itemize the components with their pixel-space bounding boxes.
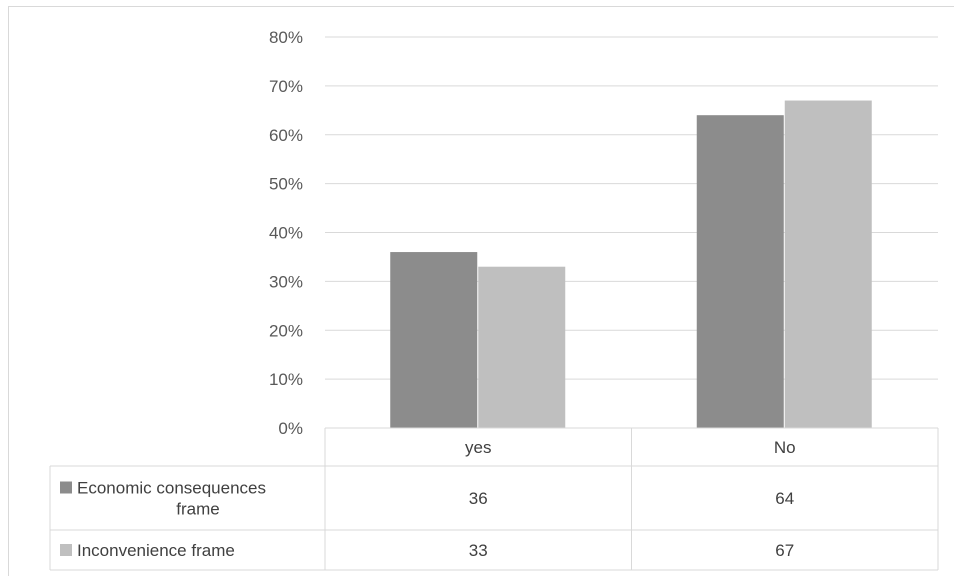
table-row-label: Inconvenience frame (77, 541, 235, 560)
table-cell-value: 67 (775, 541, 794, 560)
y-tick-label: 70% (269, 77, 303, 96)
chart-frame (8, 6, 954, 576)
y-tick-label: 10% (269, 370, 303, 389)
y-tick-label: 30% (269, 272, 303, 291)
bar (390, 252, 478, 428)
x-tick-label: No (774, 438, 796, 457)
legend-swatch (60, 481, 72, 494)
y-tick-label: 40% (269, 224, 303, 243)
y-tick-label: 50% (269, 175, 303, 194)
legend-swatch (60, 544, 72, 556)
bar (784, 100, 872, 428)
table-cell-value: 36 (469, 489, 488, 508)
table-cell-value: 33 (469, 541, 488, 560)
table-cell-value: 64 (775, 489, 794, 508)
y-tick-label: 80% (269, 28, 303, 47)
y-tick-label: 0% (278, 419, 303, 438)
x-tick-label: yes (465, 438, 491, 457)
data-table: yes No Economic consequences frame 36 64 Incon… (49, 427, 939, 571)
y-tick-label: 20% (269, 321, 303, 340)
bar (696, 115, 784, 428)
table-row-label: Economic consequences (77, 479, 266, 498)
bars (390, 100, 872, 428)
y-tick-label: 60% (269, 126, 303, 145)
y-axis-ticks: 0% 10% 20% 30% 40% 50% 60% 70% 80% (269, 28, 303, 438)
table-row-label: frame (176, 500, 219, 519)
bar (478, 266, 566, 428)
